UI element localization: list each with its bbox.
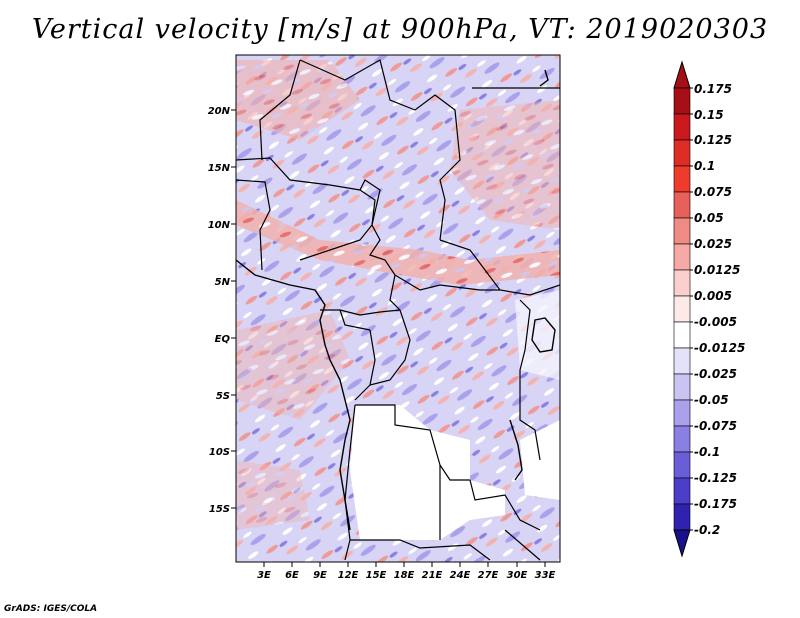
colorbar-swatch [673,477,691,505]
lon-label: 3E [257,570,271,581]
colorbar-label: -0.1 [694,445,720,459]
lon-label: 15E [366,570,387,581]
lat-label: 5S [216,391,230,402]
colorbar-arrow-bottom [673,529,691,558]
lon-label: 6E [285,570,299,581]
colorbar-swatch [673,191,691,219]
colorbar-label: -0.0125 [694,341,745,355]
colorbar-swatch [673,373,691,401]
lat-label: 10S [209,447,230,458]
colorbar-swatch [673,217,691,245]
lat-label: 15N [208,163,231,174]
colorbar-label: -0.125 [694,471,737,485]
lat-label: 5N [215,277,231,288]
colorbar-label: -0.175 [694,497,737,511]
colorbar-swatch [673,165,691,193]
colorbar-swatch [673,243,691,271]
colorbar-swatch [673,269,691,297]
colorbar-label: 0.1 [694,159,715,173]
colorbar-label: 0.05 [694,211,724,225]
lat-label: 15S [209,504,230,515]
colorbar-label: 0.175 [694,82,732,96]
lon-label: 33E [535,570,556,581]
lon-label: 9E [313,570,327,581]
colorbar-label: -0.005 [694,315,737,329]
lon-label: 21E [422,570,443,581]
colorbar-label: 0.0125 [694,263,740,277]
colorbar-label: -0.2 [694,523,720,537]
lon-label: 18E [394,570,415,581]
colorbar-swatch [673,87,691,115]
colorbar-swatch [673,295,691,323]
colorbar [673,60,693,558]
credit-text: GrADS: IGES/COLA [4,604,98,614]
lat-label: 10N [208,220,231,231]
lon-label: 30E [507,570,528,581]
colorbar-swatch [673,321,691,349]
colorbar-label: -0.025 [694,367,737,381]
colorbar-arrow-top [673,60,691,89]
country-boundaries [236,59,560,561]
colorbar-label: 0.075 [694,185,732,199]
colorbar-label: 0.025 [694,237,732,251]
colorbar-swatch [673,503,691,531]
colorbar-swatch [673,451,691,479]
colorbar-swatch [673,399,691,427]
lat-ticks [231,109,236,509]
colorbar-swatch [673,347,691,375]
map-frame [235,54,561,563]
lon-label: 24E [450,570,471,581]
colorbar-label: 0.15 [694,108,724,122]
colorbar-labels: 0.175 0.15 0.125 0.1 0.075 0.05 0.025 0.… [694,82,745,537]
colorbar-label: -0.075 [694,419,737,433]
lon-label: 12E [338,570,359,581]
colorbar-swatch [673,425,691,453]
colorbar-label: 0.125 [694,133,732,147]
colorbar-label: 0.005 [694,289,732,303]
lat-label: EQ [215,334,231,345]
coastline [236,69,556,531]
lon-label: 27E [478,570,499,581]
lon-ticks [263,562,546,567]
map-title: Vertical velocity [m/s] at 900hPa, VT: 2… [31,14,769,45]
lat-label: 20N [208,106,231,117]
colorbar-swatch [673,139,691,167]
colorbar-label: -0.05 [694,393,729,407]
colorbar-swatch [673,113,691,141]
